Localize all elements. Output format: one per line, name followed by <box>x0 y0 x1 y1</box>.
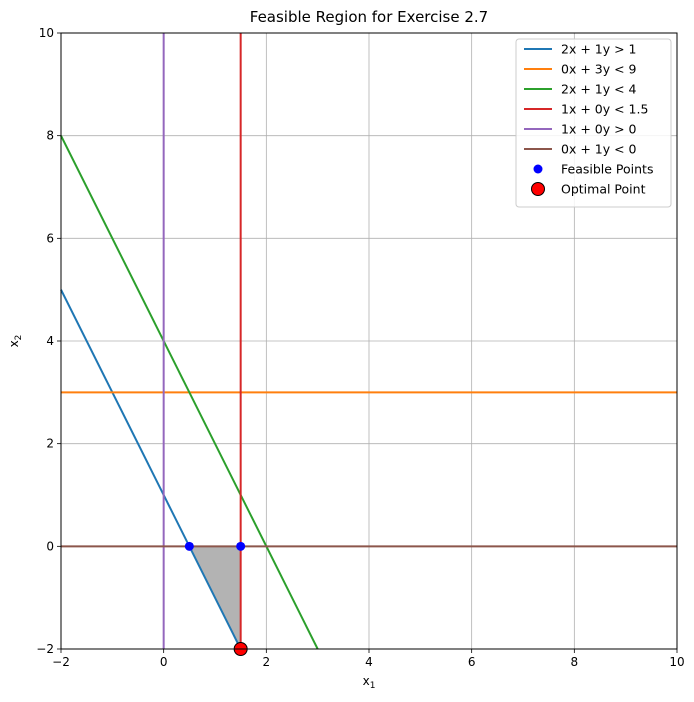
y-axis-label: x2 <box>7 335 24 348</box>
legend-label: 1x + 0y > 0 <box>561 122 637 137</box>
y-axis-label-subscript: 2 <box>14 335 24 341</box>
legend-label: 0x + 1y < 0 <box>561 142 637 157</box>
legend: 2x + 1y > 1 0x + 3y < 9 2x + 1y < 4 1x + 0y… <box>515 38 672 208</box>
y-tick-label: 0 <box>46 539 54 553</box>
x-tick-label: 10 <box>669 655 684 669</box>
x-tick-label: −2 <box>52 655 70 669</box>
y-tick-label: 6 <box>46 231 54 245</box>
y-tick-label: 2 <box>46 437 54 451</box>
x-axis-label-subscript: 1 <box>370 681 376 691</box>
x-tick-label: 4 <box>365 655 373 669</box>
x-axis-ticks: −2 0 2 4 6 8 10 <box>52 649 685 669</box>
chart-title: Feasible Region for Exercise 2.7 <box>250 8 488 26</box>
x-tick-label: 2 <box>263 655 271 669</box>
y-axis-ticks: −2 0 2 4 6 8 10 <box>36 26 61 656</box>
x-axis-label-main: x <box>363 674 370 688</box>
legend-box <box>515 38 672 208</box>
legend-label: 2x + 1y < 4 <box>561 82 637 97</box>
y-axis-label-main: x <box>7 340 21 347</box>
y-tick-label: −2 <box>36 642 54 656</box>
x-axis-label: x1 <box>363 674 376 691</box>
y-tick-label: 4 <box>46 334 54 348</box>
x-tick-label: 6 <box>468 655 476 669</box>
feasible-point <box>236 541 246 551</box>
feasible-point <box>184 541 194 551</box>
constraint-line-3 <box>60 135 319 650</box>
y-tick-label: 10 <box>39 26 54 40</box>
legend-label: Optimal Point <box>561 182 646 197</box>
legend-optimal-swatch <box>531 182 545 196</box>
legend-label: 0x + 3y < 9 <box>561 62 637 77</box>
x-tick-label: 0 <box>160 655 168 669</box>
legend-label: 1x + 0y < 1.5 <box>561 102 648 117</box>
legend-label: 2x + 1y > 1 <box>561 42 637 57</box>
y-tick-label: 8 <box>46 129 54 143</box>
legend-dot-swatch <box>533 164 543 174</box>
x-tick-label: 8 <box>571 655 579 669</box>
constraint-line-1 <box>60 289 242 650</box>
legend-label: Feasible Points <box>561 162 653 177</box>
